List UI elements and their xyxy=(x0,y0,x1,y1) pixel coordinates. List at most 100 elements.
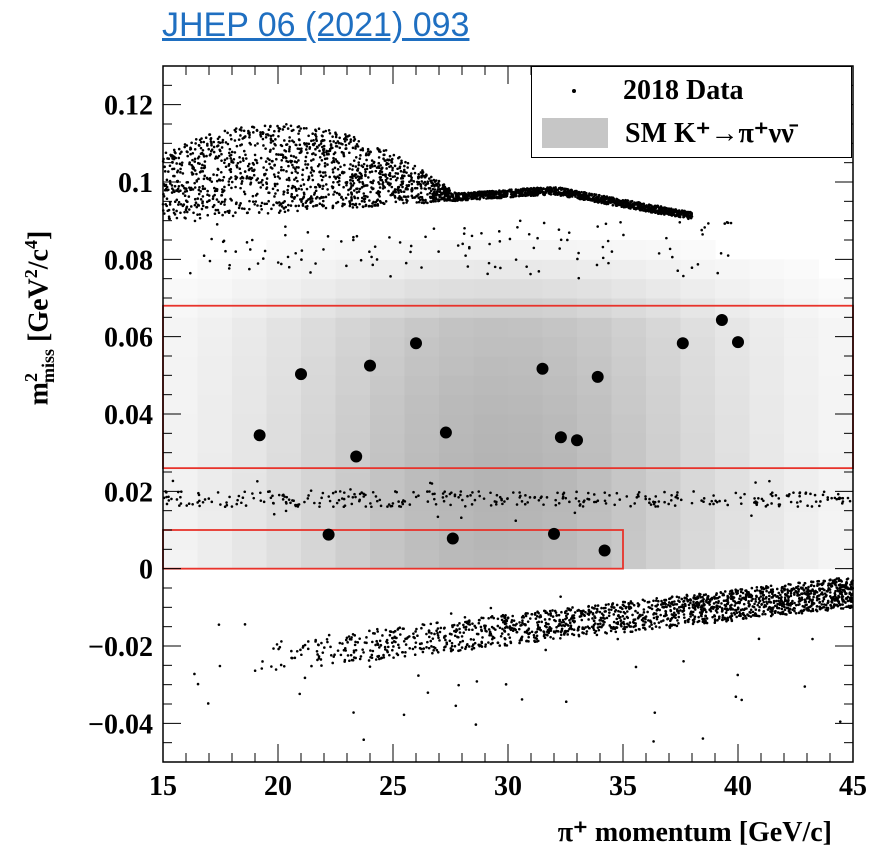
sm-shading-cell xyxy=(784,356,819,376)
data-point xyxy=(749,608,753,612)
data-point xyxy=(294,170,297,173)
data-point xyxy=(376,203,380,206)
data-point xyxy=(394,171,398,175)
sm-shading-cell xyxy=(163,452,198,473)
data-point xyxy=(614,199,617,203)
data-point xyxy=(508,625,512,628)
data-point xyxy=(663,490,666,494)
data-point xyxy=(208,259,212,263)
data-point xyxy=(256,142,259,145)
data-point xyxy=(277,647,280,651)
data-point xyxy=(747,590,750,594)
data-point xyxy=(608,611,611,614)
data-point xyxy=(596,604,600,607)
data-point xyxy=(282,190,286,194)
data-point xyxy=(512,491,515,494)
data-point xyxy=(800,598,804,601)
data-point xyxy=(462,631,466,634)
sm-shading-cell xyxy=(232,375,267,396)
data-point xyxy=(653,206,657,210)
data-point xyxy=(621,603,625,607)
data-point xyxy=(301,173,304,177)
data-point xyxy=(780,607,784,611)
data-point xyxy=(201,201,204,205)
sm-shading-cell xyxy=(404,414,440,434)
data-point xyxy=(536,623,540,627)
sm-shading-cell xyxy=(818,452,854,473)
data-point xyxy=(767,600,771,604)
data-point xyxy=(422,647,426,650)
data-point xyxy=(457,643,461,646)
sm-shading-cell xyxy=(163,510,198,531)
sm-shading-cell xyxy=(542,298,578,318)
sm-shading-cell xyxy=(439,278,474,299)
data-point xyxy=(253,203,256,206)
data-point xyxy=(262,144,265,147)
data-point xyxy=(682,210,686,214)
sm-shading-cell xyxy=(680,433,716,454)
data-point xyxy=(676,619,679,622)
sm-shading-cell xyxy=(542,336,578,357)
data-point xyxy=(627,602,631,606)
data-point xyxy=(361,648,364,651)
data-point xyxy=(357,499,361,503)
data-point xyxy=(487,192,490,195)
data-point xyxy=(302,126,306,130)
data-point xyxy=(518,621,521,624)
data-point xyxy=(389,177,393,181)
data-point xyxy=(382,653,385,657)
data-point xyxy=(331,661,335,665)
data-point xyxy=(358,637,361,640)
data-point xyxy=(386,158,389,161)
data-point xyxy=(595,263,599,267)
data-point xyxy=(685,594,689,598)
citation-link[interactable]: JHEP 06 (2021) 093 xyxy=(162,6,470,44)
data-point xyxy=(194,201,198,204)
data-point xyxy=(692,490,695,493)
sm-shading-cell xyxy=(784,530,819,550)
data-point xyxy=(524,623,527,627)
data-point xyxy=(576,257,579,261)
data-point xyxy=(726,602,730,606)
data-point xyxy=(789,604,792,607)
data-point xyxy=(222,175,226,179)
data-point xyxy=(401,650,404,654)
data-point xyxy=(435,648,439,652)
data-point xyxy=(671,602,674,606)
sm-shading-cell xyxy=(335,298,371,318)
data-point xyxy=(245,241,249,244)
data-point xyxy=(764,505,768,508)
data-point xyxy=(359,148,363,152)
data-point xyxy=(537,498,541,502)
data-point xyxy=(295,165,298,169)
data-point xyxy=(440,197,444,201)
data-point xyxy=(795,501,799,504)
data-point xyxy=(221,240,225,244)
data-point xyxy=(183,145,186,149)
sm-shading-cell xyxy=(404,375,440,396)
data-point xyxy=(793,593,796,596)
data-point xyxy=(539,496,543,500)
data-point xyxy=(464,625,468,629)
data-point xyxy=(269,141,273,144)
data-point xyxy=(596,200,599,204)
data-point xyxy=(557,624,560,628)
data-point xyxy=(196,501,199,504)
data-point xyxy=(719,252,723,255)
data-point xyxy=(273,182,277,186)
data-point xyxy=(315,649,319,653)
data-point xyxy=(354,145,358,148)
data-point xyxy=(637,202,641,206)
sm-shading-cell xyxy=(404,336,440,357)
data-point xyxy=(437,636,440,640)
data-point xyxy=(632,206,636,210)
data-point xyxy=(285,502,288,505)
data-point xyxy=(812,584,816,588)
sm-shading-cell xyxy=(473,433,509,454)
sm-shading-cell xyxy=(680,240,716,260)
data-point xyxy=(547,613,550,616)
sm-shading-cell xyxy=(508,240,543,260)
data-point xyxy=(315,139,318,143)
data-point xyxy=(670,613,674,616)
data-point xyxy=(676,210,679,214)
